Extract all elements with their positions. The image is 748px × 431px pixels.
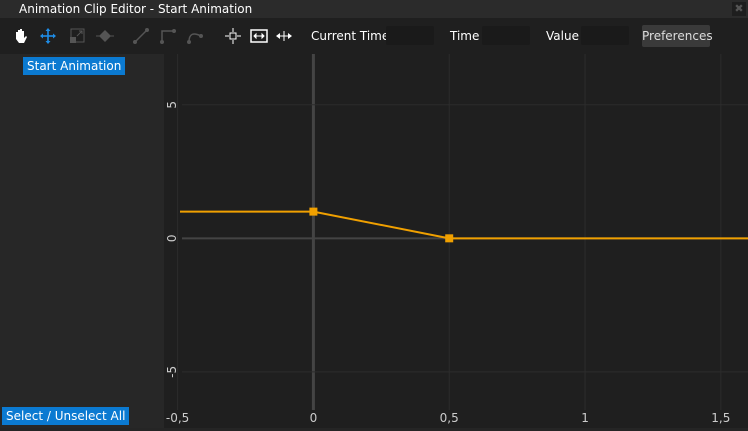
bezier-tangent-icon[interactable] (186, 27, 204, 45)
curve-line (180, 210, 748, 240)
current-time-label: Current Time (311, 29, 390, 43)
select-unselect-all-button[interactable]: Select / Unselect All (2, 407, 130, 425)
current-time-input[interactable] (386, 26, 434, 45)
clip-list-panel: Start Animation Select / Unselect All (0, 54, 164, 428)
y-tick-label: 0 (165, 235, 179, 243)
move-icon[interactable] (39, 27, 57, 45)
time-input[interactable] (482, 26, 530, 45)
y-tick-label: -5 (165, 366, 179, 378)
window-title: Animation Clip Editor - Start Animation (19, 2, 253, 16)
fit-all-icon[interactable] (250, 27, 268, 45)
keyframe-point[interactable] (445, 234, 454, 243)
close-icon[interactable]: ✖ (732, 2, 746, 16)
x-tick-label: 1 (581, 411, 589, 425)
clip-item-start-animation[interactable]: Start Animation (23, 57, 126, 75)
x-tick-label: -0,5 (166, 411, 189, 425)
x-tick-label: 1,5 (711, 411, 730, 425)
step-tangent-icon[interactable] (159, 27, 177, 45)
value-label: Value (546, 29, 579, 43)
preferences-button[interactable]: Preferences (642, 25, 713, 47)
time-label: Time (450, 29, 480, 43)
keyframe-icon[interactable] (96, 27, 114, 45)
fit-horizontal-icon[interactable] (275, 27, 293, 45)
keyframe-point[interactable] (309, 207, 318, 216)
curve-graph-svg[interactable]: -0,5 0 0,5 1 1,5 5 0 -5 (164, 54, 748, 428)
linear-tangent-icon[interactable] (132, 27, 150, 45)
toolbar: Current Time Time Value Preferences (0, 18, 748, 54)
curve-graph[interactable]: -0,5 0 0,5 1 1,5 5 0 -5 (164, 54, 748, 428)
hand-icon[interactable] (12, 27, 30, 45)
value-input[interactable] (581, 26, 629, 45)
scale-icon[interactable] (68, 27, 86, 45)
frame-selection-icon[interactable] (224, 27, 242, 45)
x-tick-label: 0 (310, 411, 318, 425)
x-tick-label: 0,5 (440, 411, 459, 425)
y-tick-label: 5 (165, 101, 179, 109)
title-bar: Animation Clip Editor - Start Animation … (0, 0, 748, 18)
